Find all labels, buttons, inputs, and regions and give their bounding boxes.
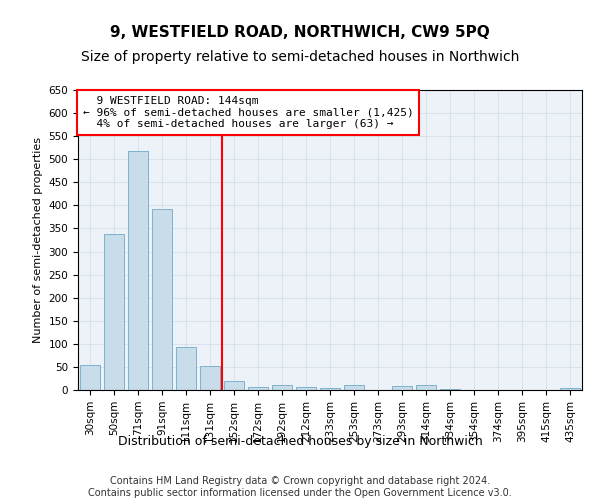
Bar	[80, 364, 100, 390]
Bar	[320, 388, 340, 390]
Bar	[200, 366, 220, 390]
Text: Contains HM Land Registry data © Crown copyright and database right 2024.
Contai: Contains HM Land Registry data © Crown c…	[88, 476, 512, 498]
Bar	[152, 208, 172, 390]
Y-axis label: Number of semi-detached properties: Number of semi-detached properties	[33, 137, 43, 343]
Bar	[272, 385, 292, 390]
Bar	[560, 388, 580, 390]
Text: 9, WESTFIELD ROAD, NORTHWICH, CW9 5PQ: 9, WESTFIELD ROAD, NORTHWICH, CW9 5PQ	[110, 25, 490, 40]
Text: Size of property relative to semi-detached houses in Northwich: Size of property relative to semi-detach…	[81, 50, 519, 64]
Bar	[104, 234, 124, 390]
Bar	[248, 387, 268, 390]
Bar	[296, 387, 316, 390]
Bar	[128, 151, 148, 390]
Text: 9 WESTFIELD ROAD: 144sqm
← 96% of semi-detached houses are smaller (1,425)
  4% : 9 WESTFIELD ROAD: 144sqm ← 96% of semi-d…	[83, 96, 414, 129]
Bar	[176, 347, 196, 390]
Bar	[224, 381, 244, 390]
Bar	[440, 388, 460, 390]
Bar	[416, 386, 436, 390]
Bar	[392, 386, 412, 390]
Bar	[344, 386, 364, 390]
Text: Distribution of semi-detached houses by size in Northwich: Distribution of semi-detached houses by …	[118, 435, 482, 448]
